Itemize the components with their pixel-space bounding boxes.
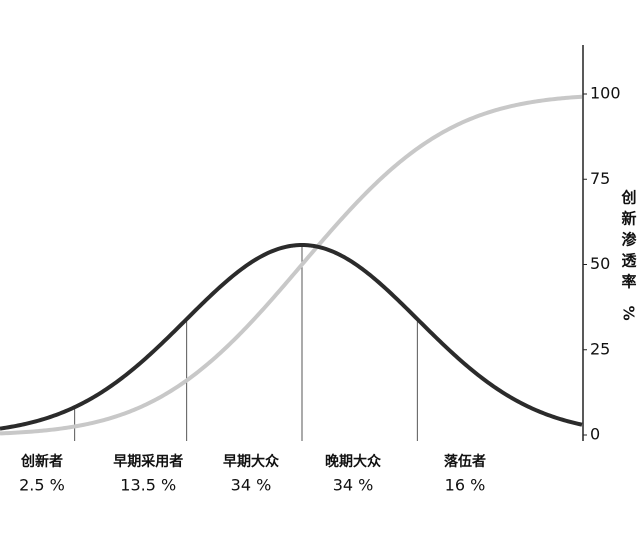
value-label: 34 % — [333, 476, 374, 495]
category-label: 早期采用者 — [113, 453, 183, 470]
value-label: 16 % — [445, 476, 486, 495]
category-label: 落伍者 — [444, 453, 486, 470]
segment-area — [302, 245, 417, 435]
y-tick-label: 100 — [590, 84, 621, 103]
y-tick-label: 25 — [590, 339, 610, 358]
segment-area — [187, 245, 302, 435]
value-label: 13.5 % — [120, 476, 176, 495]
y-tick-label: 0 — [590, 425, 600, 444]
value-label: 2.5 % — [19, 476, 65, 495]
y-tick-label: 75 — [590, 169, 610, 188]
category-label: 早期大众 — [223, 453, 279, 470]
adoption-curve — [0, 242, 583, 431]
value-label: 34 % — [231, 476, 272, 495]
y-tick-label: 50 — [590, 254, 610, 273]
category-label: 晚期大众 — [325, 453, 381, 470]
cumulative-curve — [0, 94, 583, 436]
y-axis-label: 创新渗透率 % — [620, 189, 638, 327]
category-label: 创新者 — [20, 453, 63, 470]
